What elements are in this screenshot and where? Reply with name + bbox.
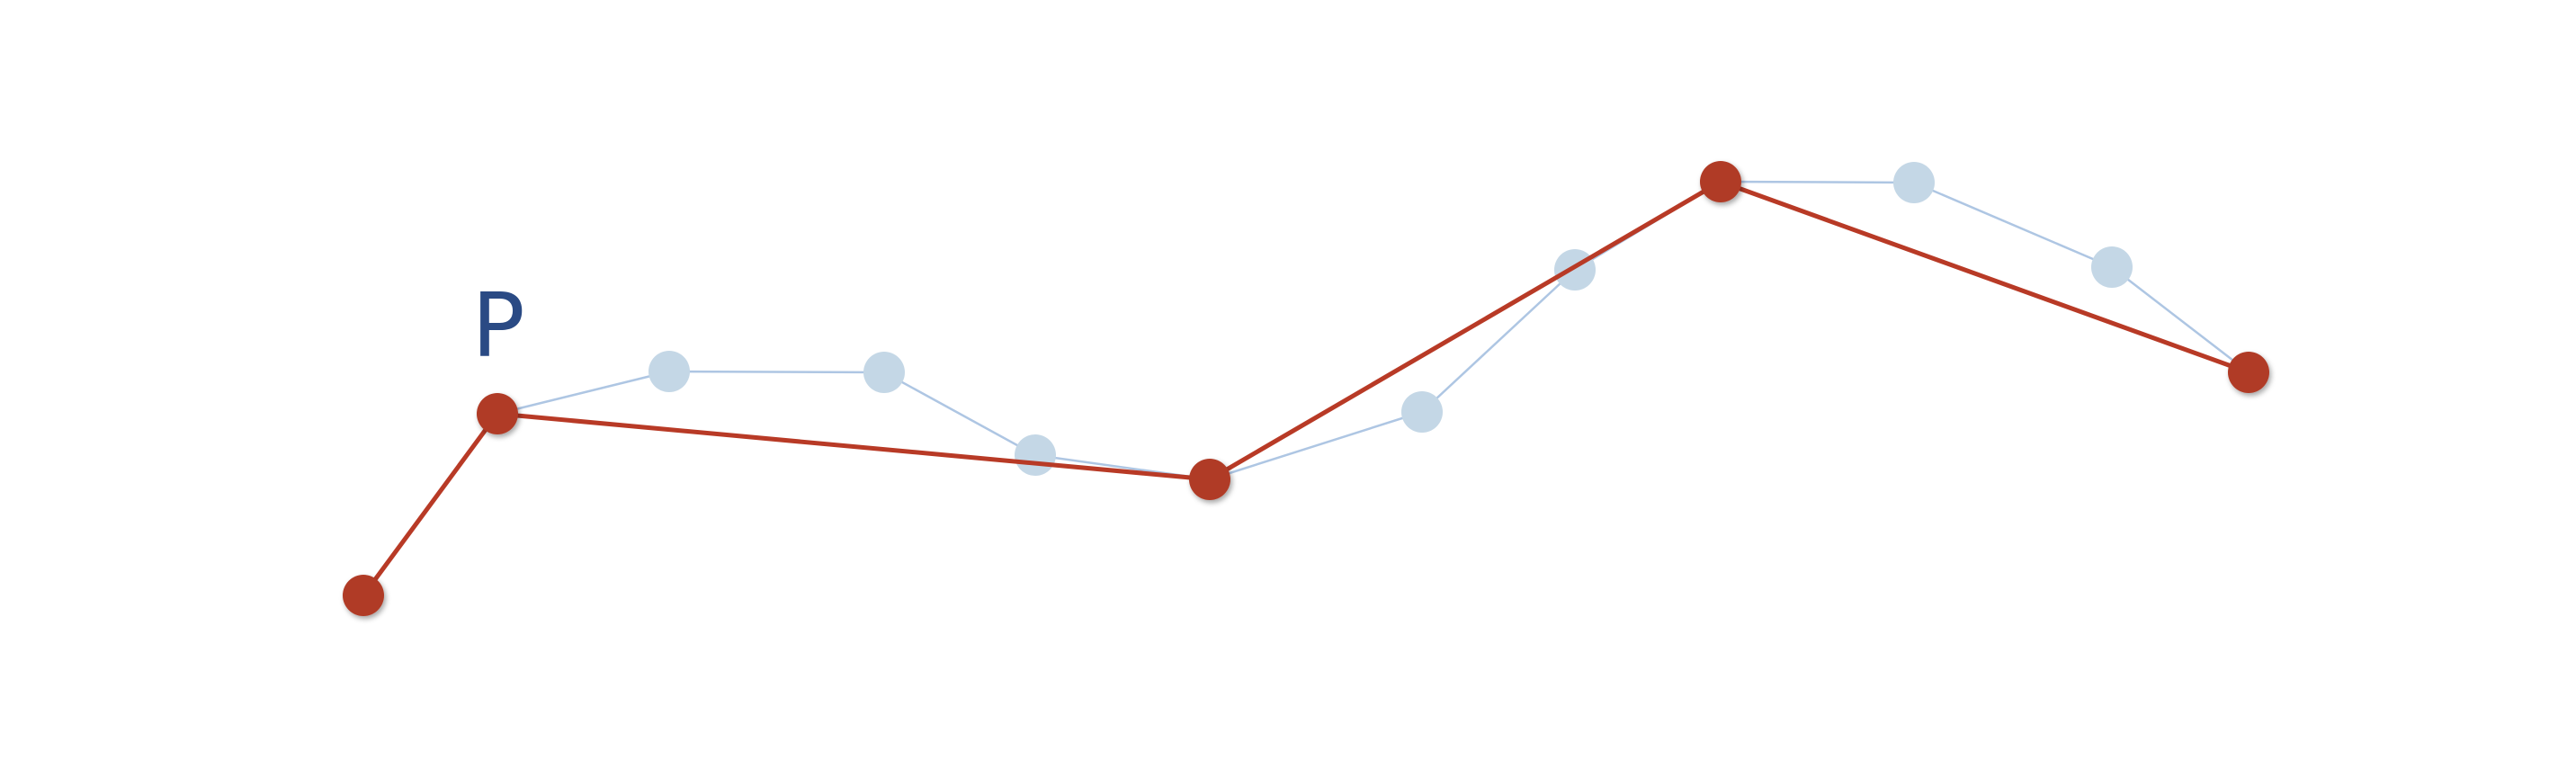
point-label-p: P bbox=[471, 275, 524, 378]
original-vertices bbox=[648, 162, 2133, 476]
kept-vertex bbox=[1700, 161, 1741, 202]
original-vertex bbox=[2091, 246, 2133, 288]
kept-vertex bbox=[1189, 459, 1230, 500]
original-vertex bbox=[1015, 434, 1056, 476]
original-polyline bbox=[362, 180, 2250, 596]
original-vertex bbox=[1893, 162, 1935, 203]
simplified-polyline bbox=[361, 179, 2250, 597]
original-vertex bbox=[1554, 249, 1596, 291]
kept-vertex-p bbox=[477, 393, 518, 434]
kept-vertex bbox=[343, 575, 384, 616]
kept-vertex bbox=[2228, 352, 2269, 393]
original-vertex bbox=[648, 351, 690, 392]
original-vertex bbox=[863, 352, 905, 393]
kept-vertices bbox=[343, 161, 2269, 616]
original-vertex bbox=[1401, 391, 1443, 433]
